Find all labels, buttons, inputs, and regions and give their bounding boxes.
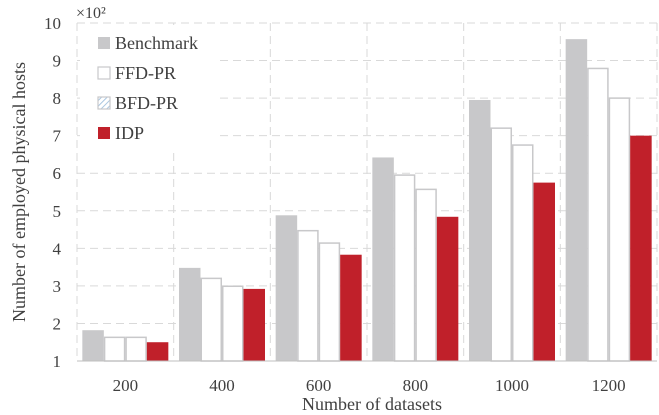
bar-bfd-pr: [125, 336, 147, 362]
bar-bfd-pr: [222, 285, 244, 362]
bar-benchmark: [179, 267, 201, 361]
bar-idp: [340, 254, 362, 361]
x-tick-label: 600: [306, 376, 332, 395]
y-tick-label: 8: [53, 89, 62, 108]
legend: Benchmark FFD-PR BFD-PR IDP: [80, 25, 220, 151]
bar-benchmark: [469, 99, 491, 361]
y-tick-label: 4: [53, 239, 62, 258]
bar-ffd-pr: [297, 229, 319, 362]
bar-idp: [146, 342, 169, 361]
bars: [82, 39, 652, 362]
bar-ffd-pr: [587, 67, 609, 362]
bar-ffd-pr: [393, 174, 416, 362]
bar-idp: [533, 182, 555, 361]
bar-benchmark: [82, 330, 104, 361]
legend-label: FFD-PR: [115, 63, 176, 83]
x-tick-label: 1200: [592, 376, 626, 395]
legend-label: Benchmark: [115, 33, 198, 53]
legend-swatch: [98, 37, 110, 49]
y-axis-label: Number of employed physical hosts: [9, 62, 29, 322]
bar-idp: [436, 216, 459, 361]
bar-bfd-pr: [318, 242, 341, 362]
y-tick-label: 6: [53, 164, 62, 183]
bar-ffd-pr: [200, 277, 222, 362]
y-tick-label: 5: [53, 202, 62, 221]
bar-ffd-pr: [103, 336, 126, 362]
x-tick-label: 200: [113, 376, 139, 395]
bar-ffd-pr: [490, 127, 512, 362]
x-tick-label: 400: [209, 376, 235, 395]
legend-label: BFD-PR: [115, 93, 178, 113]
x-tick-label: 800: [403, 376, 429, 395]
y-tick-label: 9: [53, 52, 62, 71]
legend-swatch: [97, 96, 111, 110]
bar-benchmark: [275, 215, 298, 361]
legend-swatch: [98, 127, 110, 139]
bar-idp: [243, 288, 265, 361]
bar-idp: [630, 135, 652, 361]
bar-bfd-pr: [512, 144, 534, 362]
y-multiplier-label: ×10²: [76, 5, 106, 22]
y-tick-label: 10: [44, 14, 61, 33]
bar-bfd-pr: [415, 188, 437, 362]
bar-benchmark: [372, 157, 394, 361]
x-axis-label: Number of datasets: [302, 394, 442, 414]
y-tick-label: 7: [53, 127, 62, 146]
axes: 1 2 3 4 5 6 7 8 9 10 200 400 600 800 1000 1200: [44, 14, 657, 395]
y-tick-label: 1: [53, 352, 62, 371]
bar-benchmark: [565, 39, 588, 361]
x-tick-label: 1000: [495, 376, 529, 395]
y-tick-label: 2: [53, 314, 62, 333]
y-tick-label: 3: [53, 277, 62, 296]
legend-label: IDP: [115, 123, 144, 143]
legend-swatch: [97, 66, 111, 80]
bar-bfd-pr: [608, 97, 631, 362]
